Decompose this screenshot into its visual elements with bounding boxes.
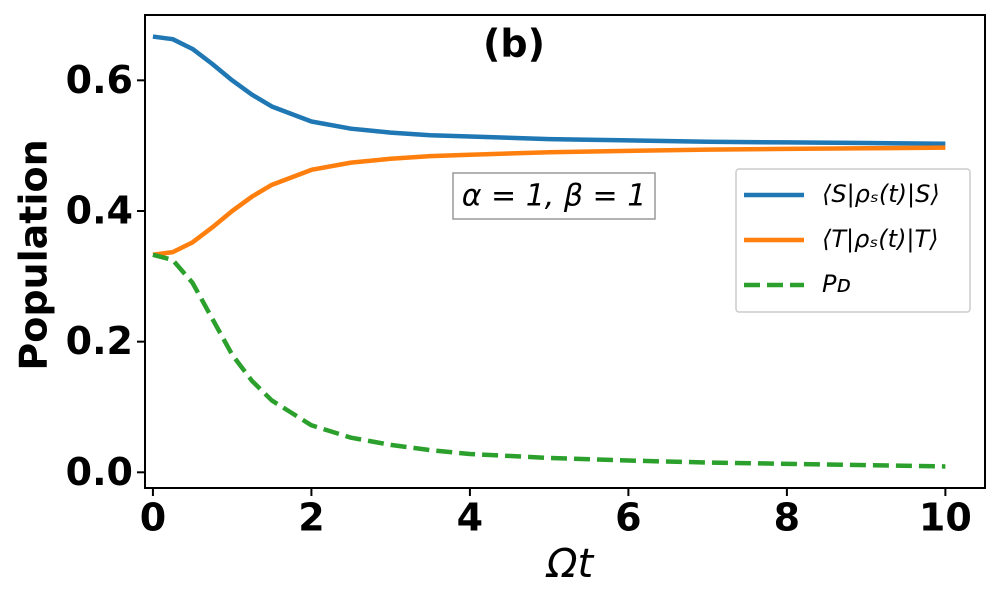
series-line [152, 34, 946, 146]
series-line [152, 145, 946, 257]
x-tick-label: 0 [140, 496, 166, 540]
x-tick-label: 8 [774, 496, 800, 540]
plot-frame [144, 14, 986, 489]
x-tick-label: 6 [615, 496, 641, 540]
x-tick-label: 2 [298, 496, 324, 540]
x-tick-label: 10 [919, 496, 972, 540]
legend-label: ⟨S|ρₛ(t)|S⟩ [822, 180, 940, 208]
chart-title: (b) [483, 22, 545, 66]
y-tick-label: 0.6 [66, 58, 133, 102]
series-line [152, 252, 946, 469]
legend-box [735, 168, 971, 313]
annotation: α = 1, β = 1 [462, 179, 647, 214]
legend: ⟨S|ρₛ(t)|S⟩ ⟨T|ρₛ(t)|T⟩ Pᴅ [735, 168, 971, 313]
legend-label: Pᴅ [822, 270, 851, 298]
y-tick-label: 0.4 [66, 188, 133, 232]
y-tick-label: 0.2 [66, 319, 133, 363]
y-tick-label: 0.0 [66, 450, 133, 494]
x-tick-label: 4 [457, 496, 483, 540]
legend-label: ⟨T|ρₛ(t)|T⟩ [822, 225, 939, 253]
y-axis-label: Population [12, 139, 56, 370]
x-axis-label: Ωt [545, 541, 595, 587]
annotation-box [452, 172, 656, 220]
